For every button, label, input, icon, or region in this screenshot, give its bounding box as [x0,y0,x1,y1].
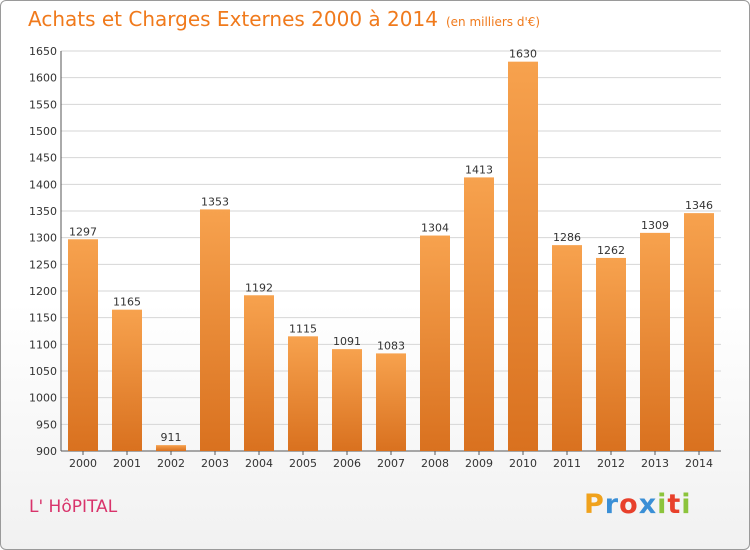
bar [156,445,186,451]
bar-value-label: 1083 [377,339,405,352]
bar [376,353,406,451]
x-tick-label: 2011 [553,457,581,470]
bar [332,349,362,451]
bar [112,309,142,451]
proxiti-logo: Proxiti [584,489,692,520]
bar-value-label: 1413 [465,163,493,176]
x-tick-label: 2013 [641,457,669,470]
bar-value-label: 1353 [201,195,229,208]
bar [684,213,714,451]
bar [640,232,670,451]
bar-value-label: 1262 [597,244,625,257]
bar-value-label: 1346 [685,199,713,212]
bar [508,61,538,452]
bar [420,235,450,451]
chart-title: Achats et Charges Externes 2000 à 2014 (e… [28,7,540,31]
y-tick-label: 1500 [29,125,57,138]
logo-letter: x [638,489,658,520]
y-tick-label: 1450 [29,152,57,165]
logo-letter: t [667,489,682,520]
y-tick-label: 1250 [29,258,57,271]
bar-value-label: 1630 [509,48,537,61]
bar [596,257,626,451]
logo-letter: i [681,489,692,520]
x-tick-label: 2003 [201,457,229,470]
bar-value-label: 1309 [641,219,669,232]
bar [244,295,274,451]
x-tick-label: 2014 [685,457,713,470]
bar-value-label: 1115 [289,322,317,335]
x-tick-label: 2005 [289,457,317,470]
bar-value-label: 1192 [245,281,273,294]
y-tick-label: 1200 [29,285,57,298]
bar [200,209,230,451]
y-tick-label: 1050 [29,365,57,378]
place-name: L' HôPITAL [29,497,118,517]
y-tick-label: 1100 [29,338,57,351]
bar-value-label: 1304 [421,222,449,235]
x-tick-label: 2012 [597,457,625,470]
y-tick-label: 1400 [29,178,57,191]
x-tick-label: 2001 [113,457,141,470]
y-tick-label: 1350 [29,205,57,218]
bar-value-label: 1297 [69,225,97,238]
x-tick-label: 2006 [333,457,361,470]
y-tick-label: 1000 [29,392,57,405]
x-tick-label: 2000 [69,457,97,470]
bar [464,177,494,451]
x-tick-label: 2009 [465,457,493,470]
x-tick-label: 2004 [245,457,273,470]
x-tick-label: 2007 [377,457,405,470]
y-tick-label: 1650 [29,45,57,58]
y-tick-label: 1150 [29,312,57,325]
y-tick-label: 1600 [29,72,57,85]
logo-letter: i [657,489,668,520]
x-tick-label: 2008 [421,457,449,470]
bar-value-label: 911 [161,431,182,444]
bar-value-label: 1286 [553,231,581,244]
bar [68,239,98,451]
logo-letter: r [604,489,620,520]
bar-value-label: 1091 [333,335,361,348]
x-tick-label: 2010 [509,457,537,470]
x-tick-label: 2002 [157,457,185,470]
logo-letter: P [584,489,605,520]
bar-value-label: 1165 [113,296,141,309]
bar [288,336,318,451]
y-tick-label: 1300 [29,232,57,245]
chart-subtitle: (en milliers d'€) [445,15,541,29]
logo-letter: o [619,489,639,520]
y-tick-label: 950 [36,418,57,431]
chart-title-text: Achats et Charges Externes 2000 à 2014 [28,7,438,31]
y-tick-label: 1550 [29,98,57,111]
y-tick-label: 900 [36,445,57,458]
bar [552,245,582,451]
